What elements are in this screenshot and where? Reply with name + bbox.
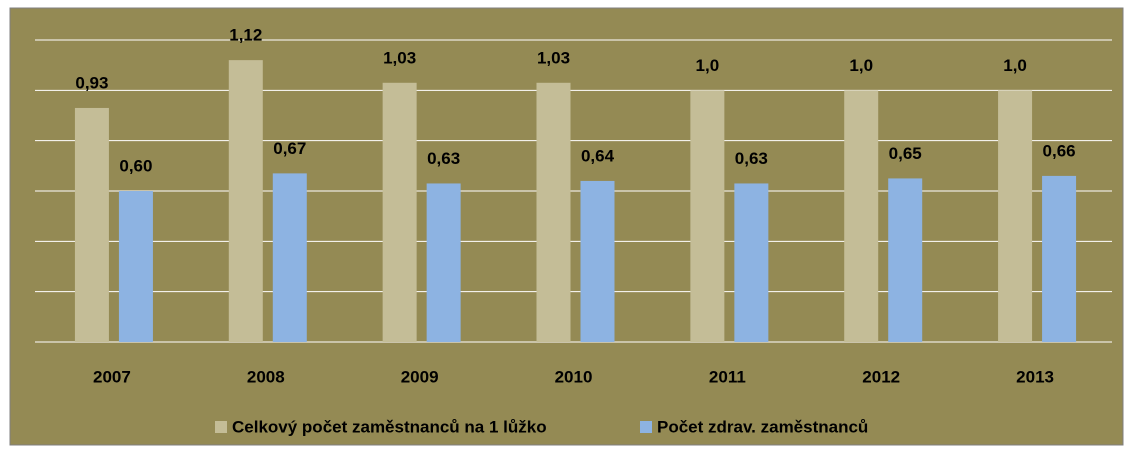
- x-tick-label: 2013: [1016, 367, 1054, 386]
- bar: [382, 82, 417, 343]
- data-label: 0,63: [427, 149, 460, 168]
- data-label: 1,0: [1003, 56, 1027, 75]
- x-tick-label: 2012: [862, 367, 900, 386]
- data-label: 0,60: [119, 156, 152, 175]
- bar: [888, 178, 923, 342]
- bar: [734, 183, 769, 342]
- bar: [580, 180, 615, 342]
- bar: [844, 90, 879, 342]
- x-tick-label: 2007: [93, 367, 131, 386]
- bar: [272, 173, 307, 342]
- data-label: 1,0: [849, 56, 873, 75]
- bar: [228, 60, 263, 343]
- bar: [690, 90, 725, 342]
- bar: [536, 82, 571, 343]
- bar: [426, 183, 461, 342]
- bar: [118, 191, 153, 342]
- data-label: 0,66: [1043, 141, 1076, 160]
- data-label: 1,03: [383, 48, 416, 67]
- bar: [998, 90, 1033, 342]
- data-label: 1,03: [537, 48, 570, 67]
- x-tick-label: 2011: [709, 367, 746, 386]
- x-tick-label: 2009: [401, 367, 439, 386]
- legend-swatch: [640, 421, 652, 433]
- data-label: 0,93: [75, 73, 108, 92]
- legend-swatch: [215, 421, 227, 433]
- data-label: 0,64: [581, 146, 615, 165]
- data-label: 1,0: [696, 56, 720, 75]
- data-label: 1,12: [229, 26, 262, 45]
- x-tick-label: 2010: [555, 367, 593, 386]
- x-tick-label: 2008: [247, 367, 285, 386]
- bar: [74, 107, 109, 342]
- data-label: 0,65: [889, 144, 922, 163]
- data-label: 0,67: [273, 139, 306, 158]
- bar: [1042, 175, 1077, 342]
- legend-label: Celkový počet zaměstnanců na 1 lůžko: [232, 417, 547, 436]
- legend-label: Počet zdrav. zaměstnanců: [657, 417, 868, 436]
- data-label: 0,63: [735, 149, 768, 168]
